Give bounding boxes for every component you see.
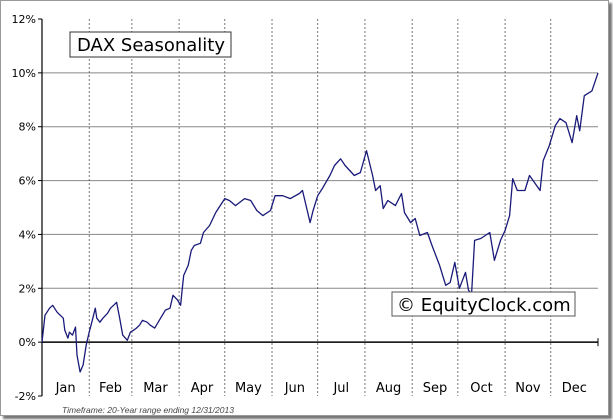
y-tick-label: 0% [19, 336, 36, 349]
series [41, 72, 599, 373]
watermark: © EquityClock.com [397, 295, 571, 316]
month-label: Jul [332, 381, 349, 396]
month-label: Oct [470, 381, 492, 396]
month-label: Aug [376, 381, 401, 396]
y-tick-label: 8% [19, 121, 36, 134]
footnote: Timeframe: 20-Year range ending 12/31/20… [62, 405, 234, 415]
month-label: Dec [562, 381, 587, 396]
y-tick-label: 10% [12, 67, 36, 80]
month-label: Jan [55, 381, 76, 396]
month-label: May [235, 381, 262, 396]
series-line [41, 72, 599, 373]
grid [42, 19, 599, 396]
y-tick-label: 12% [12, 13, 36, 26]
y-tick-label: 6% [19, 175, 36, 188]
y-tick-label: 4% [19, 228, 36, 241]
y-tick-label: -2% [15, 390, 36, 403]
month-label: Feb [99, 381, 122, 396]
title-box: DAX Seasonality [69, 31, 232, 58]
watermark-box: © EquityClock.com [391, 291, 576, 317]
month-label: Mar [143, 381, 168, 396]
x-axis: Jan Feb Mar Apr May Jun Jul Aug Sep Oct Nov Dec [55, 381, 587, 396]
month-label: Nov [515, 381, 541, 396]
month-label: Apr [191, 381, 214, 396]
month-label: Sep [423, 381, 448, 396]
month-label: Jun [284, 381, 305, 396]
y-tick-label: 2% [19, 282, 36, 295]
y-axis: -2% 0% 2% 4% 6% 8% 10% 12% [12, 13, 43, 403]
chart-title: DAX Seasonality [77, 35, 225, 56]
